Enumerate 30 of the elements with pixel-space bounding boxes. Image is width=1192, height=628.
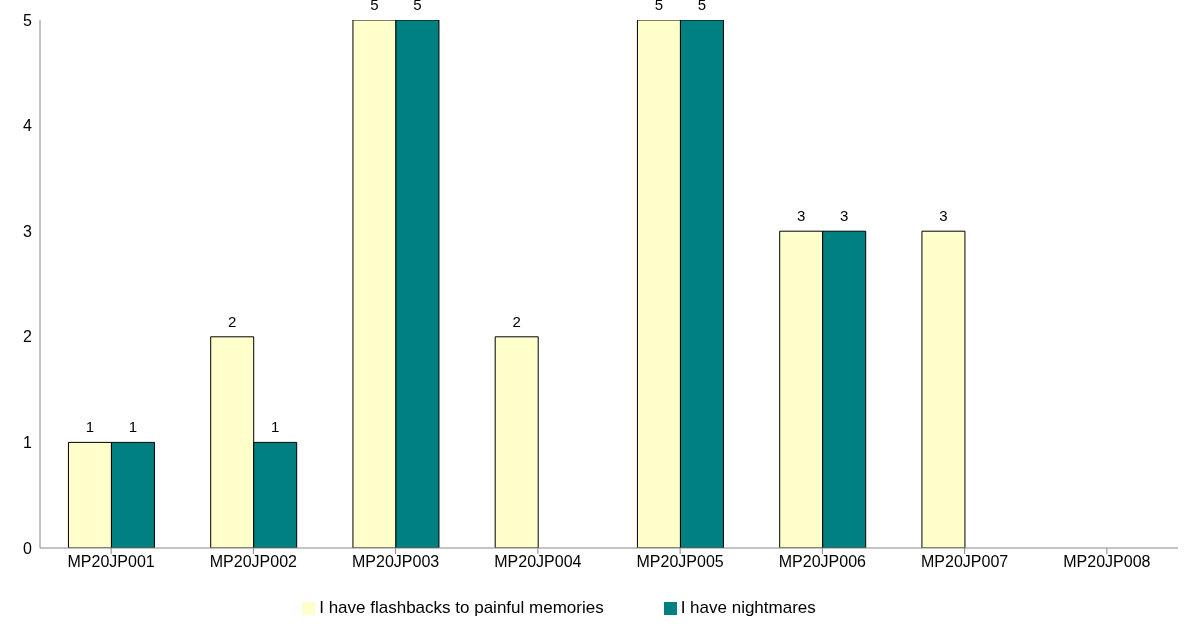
data-label: 5	[697, 0, 707, 13]
y-tick-label: 4	[23, 117, 33, 135]
data-label: 1	[271, 418, 280, 436]
x-tick-label: MP20JP003	[352, 553, 440, 571]
data-label: 2	[228, 312, 237, 330]
x-tick-label: MP20JP006	[778, 553, 867, 571]
legend-label: I have flashbacks to painful memories	[319, 598, 604, 617]
data-label: 1	[85, 418, 95, 436]
data-label: 3	[840, 207, 849, 225]
data-label: 3	[939, 207, 948, 225]
x-tick-label: MP20JP007	[921, 553, 1009, 571]
x-tick-label: MP20JP002	[209, 553, 298, 571]
data-label: 5	[370, 0, 379, 13]
y-tick-label: 0	[23, 539, 33, 557]
data-label: 1	[128, 418, 138, 436]
data-label: 3	[797, 207, 806, 225]
data-label: 2	[512, 312, 521, 330]
y-tick-label: 2	[23, 328, 33, 346]
bar	[494, 336, 539, 548]
x-tick-label: MP20JP005	[636, 553, 724, 571]
x-tick-label: MP20JP004	[494, 553, 582, 571]
x-tick-label: MP20JP001	[67, 553, 155, 571]
data-label: 5	[654, 0, 664, 13]
y-tick-label: 5	[23, 11, 33, 29]
bar	[921, 230, 966, 548]
data-label: 5	[413, 0, 422, 13]
y-tick-label: 1	[23, 434, 33, 452]
legend-label: I have nightmares	[680, 598, 816, 617]
y-tick-label: 3	[23, 222, 33, 240]
x-tick-label: MP20JP008	[1063, 553, 1151, 571]
